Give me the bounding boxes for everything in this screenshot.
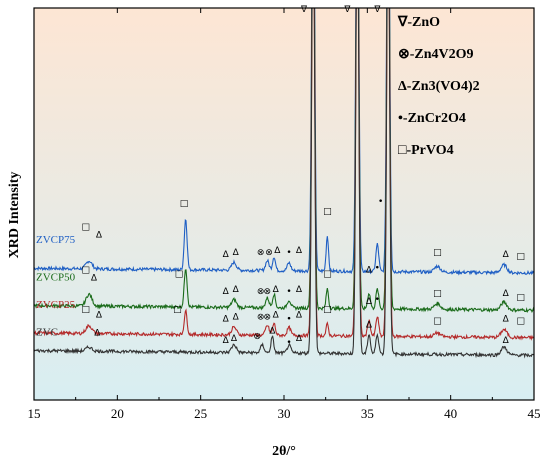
peak-marker: Δ: [223, 336, 230, 346]
x-tick-label: 35: [361, 406, 374, 421]
x-tick-label: 40: [444, 406, 457, 421]
legend-entry: □-PrVO4: [398, 143, 454, 158]
peak-marker: Δ: [269, 326, 276, 336]
peak-marker: Δ: [366, 297, 373, 307]
legend: ∇-ZnO ⊗-Zn4V2O9 Δ-Zn3(VO4)2 •-ZnCr2O4 □-PrVO…: [397, 15, 480, 158]
peak-marker: ⊗: [264, 313, 272, 323]
peak-marker: □: [516, 293, 525, 303]
peak-marker: •: [286, 315, 291, 325]
peak-marker: Δ: [233, 313, 240, 323]
x-tick-label: 20: [111, 406, 124, 421]
peak-marker: Δ: [296, 285, 303, 295]
series-line-zvcp75: [34, 8, 534, 276]
peak-marker: □: [81, 266, 90, 276]
plot-background: [34, 8, 534, 400]
peak-marker: □: [433, 248, 442, 258]
peak-marker: Δ: [296, 334, 303, 344]
legend-entry: •-ZnCr2O4: [398, 111, 466, 126]
peak-marker: Δ: [223, 315, 230, 325]
peak-marker: □: [516, 252, 525, 262]
peak-marker: •: [378, 197, 383, 207]
peak-marker: □: [180, 199, 189, 209]
peak-marker: □: [433, 289, 442, 299]
peak-marker: Δ: [273, 311, 280, 321]
peak-marker: Δ: [223, 250, 230, 260]
x-tick-label: 30: [278, 406, 291, 421]
peak-marker: □: [323, 305, 332, 315]
peak-marker: □: [433, 317, 442, 327]
legend-entry: ∇-ZnO: [397, 15, 440, 30]
peak-marker: ∇: [373, 5, 381, 15]
series-line-zvc: [34, 8, 534, 359]
peak-marker: □: [81, 305, 90, 315]
peak-marker: Δ: [503, 315, 510, 325]
peak-marker: □: [323, 270, 332, 280]
peak-marker: □: [323, 207, 332, 217]
peak-marker: ∇: [300, 5, 308, 15]
peak-marker: Δ: [96, 311, 103, 321]
peak-marker: •: [375, 264, 380, 274]
peak-marker: Δ: [296, 246, 303, 256]
peak-marker: ⊗: [254, 332, 262, 342]
peak-marker: ⊗: [257, 248, 265, 258]
peak-marker: □: [175, 270, 184, 280]
peak-marker: •: [286, 287, 291, 297]
peak-marker: Δ: [223, 287, 230, 297]
x-axis-title: 2θ/°: [272, 444, 296, 459]
series-layer: [34, 8, 534, 359]
peak-marker: Δ: [233, 248, 240, 258]
peak-marker: Δ: [94, 328, 101, 338]
series-label-zvcp75: ZVCP75: [36, 234, 76, 246]
peak-marker: Δ: [274, 246, 281, 256]
peak-marker: ⊗: [257, 313, 265, 323]
peak-marker: Δ: [366, 266, 373, 276]
peak-marker: □: [516, 317, 525, 327]
y-axis-title: XRD Intensity: [7, 172, 22, 259]
peak-marker: Δ: [503, 250, 510, 260]
peak-marker: Δ: [96, 230, 103, 240]
peak-marker: □: [173, 305, 182, 315]
peak-marker: •: [286, 338, 291, 348]
x-axis-ticks: 15 20 25 30 35 40 45: [28, 8, 541, 421]
legend-entry: ⊗-Zn4V2O9: [398, 47, 474, 62]
peak-marker: ∇: [343, 5, 351, 15]
series-label-zvcp50: ZVCP50: [36, 271, 76, 283]
peak-marker-layer: ∇ ∇ ∇□Δ□Δ Δ ⊗ ⊗ Δ • Δ□•□ Δ □□Δ □Δ Δ ⊗ ⊗ Δ • Δ□ Δ •□ Δ □□Δ□Δ Δ ⊗…: [81, 5, 525, 348]
x-tick-label: 25: [194, 406, 207, 421]
peak-marker: Δ: [296, 311, 303, 321]
series-label-zvc: ZVC: [36, 326, 58, 338]
series-line-zvcp50: [34, 8, 534, 314]
peak-marker: Δ: [503, 289, 510, 299]
legend-entry: Δ-Zn3(VO4)2: [398, 79, 480, 94]
peak-marker: Δ: [233, 285, 240, 295]
x-tick-label: 45: [528, 406, 541, 421]
peak-marker: •: [375, 295, 380, 305]
peak-marker: ⊗: [265, 248, 273, 258]
peak-marker: Δ: [503, 336, 510, 346]
series-line-zvcp25: [34, 8, 534, 341]
series-label-layer: ZVCP75 ZVCP50 ZVCP25 ZVC: [36, 234, 76, 338]
peak-marker: •: [286, 248, 291, 258]
peak-marker: □: [81, 222, 90, 232]
series-label-zvcp25: ZVCP25: [36, 299, 76, 311]
peak-marker: Δ: [273, 285, 280, 295]
peak-marker: Δ: [366, 320, 373, 330]
x-tick-label: 15: [28, 406, 41, 421]
peak-marker: Δ: [91, 273, 98, 283]
peak-marker: Δ: [231, 334, 238, 344]
peak-marker: ⊗: [264, 287, 272, 297]
peak-marker: ⊗: [257, 287, 265, 297]
